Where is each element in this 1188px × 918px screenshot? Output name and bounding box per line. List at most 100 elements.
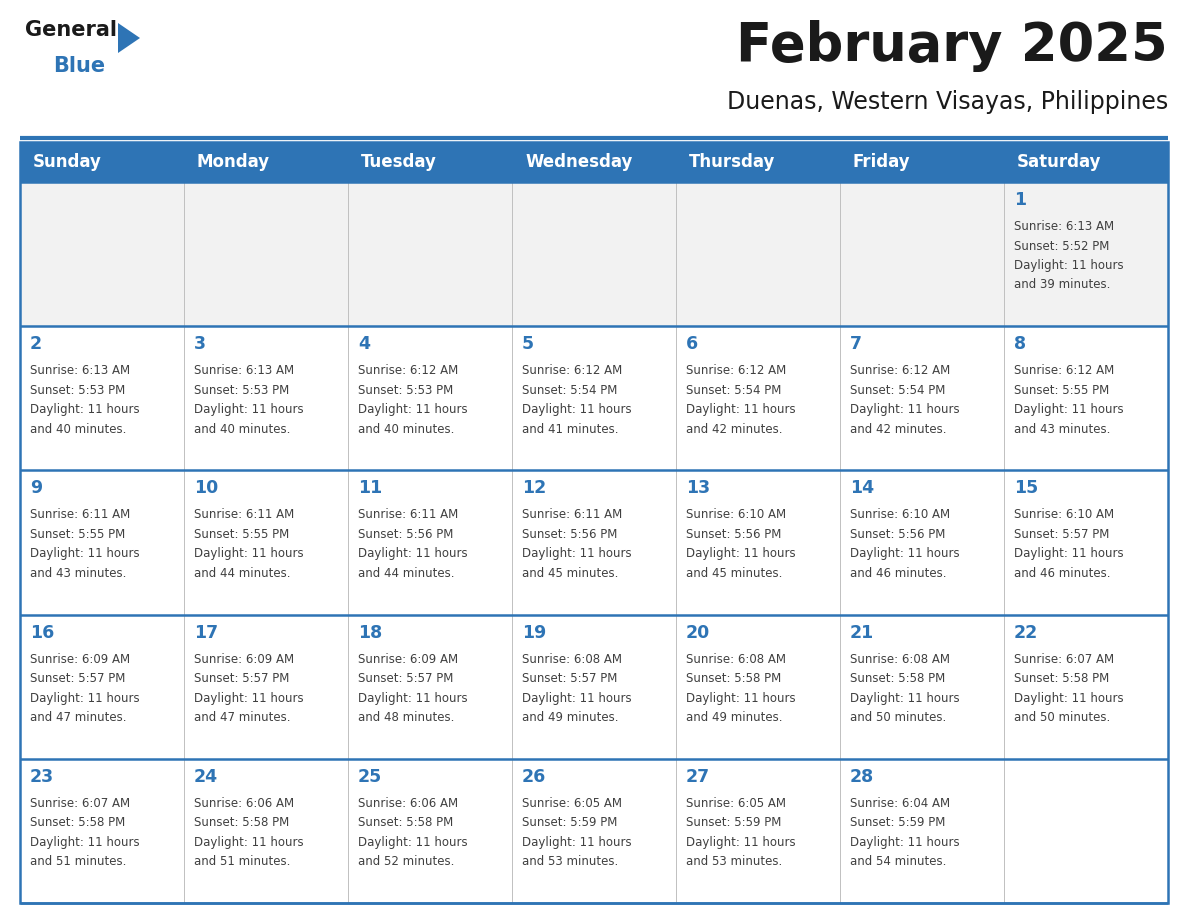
Text: and 40 minutes.: and 40 minutes. xyxy=(194,422,290,436)
Text: 28: 28 xyxy=(849,767,874,786)
Text: Daylight: 11 hours: Daylight: 11 hours xyxy=(30,547,140,560)
Text: Sunday: Sunday xyxy=(33,153,102,171)
Text: Sunrise: 6:08 AM: Sunrise: 6:08 AM xyxy=(522,653,623,666)
Text: Sunrise: 6:09 AM: Sunrise: 6:09 AM xyxy=(194,653,295,666)
Text: Sunset: 5:59 PM: Sunset: 5:59 PM xyxy=(685,816,782,829)
Text: 16: 16 xyxy=(30,623,55,642)
Text: Duenas, Western Visayas, Philippines: Duenas, Western Visayas, Philippines xyxy=(727,90,1168,114)
Text: 5: 5 xyxy=(522,335,535,353)
Text: Sunrise: 6:11 AM: Sunrise: 6:11 AM xyxy=(30,509,131,521)
Text: and 51 minutes.: and 51 minutes. xyxy=(30,856,126,868)
Text: 23: 23 xyxy=(30,767,55,786)
Text: Daylight: 11 hours: Daylight: 11 hours xyxy=(1015,403,1124,416)
Text: Thursday: Thursday xyxy=(689,153,776,171)
Text: Sunrise: 6:07 AM: Sunrise: 6:07 AM xyxy=(30,797,131,810)
Bar xyxy=(20,142,1168,182)
Text: 26: 26 xyxy=(522,767,546,786)
Text: Daylight: 11 hours: Daylight: 11 hours xyxy=(685,835,796,849)
Text: Sunset: 5:57 PM: Sunset: 5:57 PM xyxy=(358,672,454,685)
Text: Daylight: 11 hours: Daylight: 11 hours xyxy=(849,403,960,416)
Text: and 49 minutes.: and 49 minutes. xyxy=(522,711,619,724)
Text: Sunset: 5:53 PM: Sunset: 5:53 PM xyxy=(30,384,125,397)
Text: 27: 27 xyxy=(685,767,710,786)
Text: Daylight: 11 hours: Daylight: 11 hours xyxy=(358,547,468,560)
Text: Tuesday: Tuesday xyxy=(361,153,437,171)
Text: Wednesday: Wednesday xyxy=(525,153,632,171)
Text: Daylight: 11 hours: Daylight: 11 hours xyxy=(1015,547,1124,560)
Text: Daylight: 11 hours: Daylight: 11 hours xyxy=(849,547,960,560)
Text: Saturday: Saturday xyxy=(1017,153,1101,171)
Text: and 49 minutes.: and 49 minutes. xyxy=(685,711,783,724)
Text: Sunset: 5:58 PM: Sunset: 5:58 PM xyxy=(685,672,782,685)
Text: Sunset: 5:58 PM: Sunset: 5:58 PM xyxy=(30,816,125,829)
Text: Sunrise: 6:13 AM: Sunrise: 6:13 AM xyxy=(1015,220,1114,233)
Text: 22: 22 xyxy=(1015,623,1038,642)
Text: and 41 minutes.: and 41 minutes. xyxy=(522,422,619,436)
Text: Sunset: 5:55 PM: Sunset: 5:55 PM xyxy=(1015,384,1110,397)
Text: Friday: Friday xyxy=(853,153,911,171)
Text: 8: 8 xyxy=(1015,335,1026,353)
Text: Daylight: 11 hours: Daylight: 11 hours xyxy=(194,403,304,416)
Text: Sunset: 5:57 PM: Sunset: 5:57 PM xyxy=(194,672,290,685)
Text: Sunrise: 6:09 AM: Sunrise: 6:09 AM xyxy=(358,653,459,666)
Text: Sunset: 5:57 PM: Sunset: 5:57 PM xyxy=(522,672,618,685)
Text: and 46 minutes.: and 46 minutes. xyxy=(849,567,947,580)
Text: and 47 minutes.: and 47 minutes. xyxy=(194,711,291,724)
Text: Monday: Monday xyxy=(197,153,270,171)
Text: Sunset: 5:56 PM: Sunset: 5:56 PM xyxy=(358,528,454,541)
Text: and 50 minutes.: and 50 minutes. xyxy=(1015,711,1111,724)
Text: 3: 3 xyxy=(194,335,206,353)
Text: Sunset: 5:55 PM: Sunset: 5:55 PM xyxy=(194,528,289,541)
Text: Sunset: 5:54 PM: Sunset: 5:54 PM xyxy=(849,384,946,397)
Text: Daylight: 11 hours: Daylight: 11 hours xyxy=(358,691,468,705)
Text: Daylight: 11 hours: Daylight: 11 hours xyxy=(685,403,796,416)
Text: and 42 minutes.: and 42 minutes. xyxy=(849,422,947,436)
Text: and 42 minutes.: and 42 minutes. xyxy=(685,422,783,436)
Bar xyxy=(20,326,1168,470)
Text: Sunset: 5:58 PM: Sunset: 5:58 PM xyxy=(358,816,454,829)
Text: Sunrise: 6:11 AM: Sunrise: 6:11 AM xyxy=(522,509,623,521)
Text: Sunset: 5:53 PM: Sunset: 5:53 PM xyxy=(358,384,454,397)
Text: and 43 minutes.: and 43 minutes. xyxy=(30,567,126,580)
Text: 4: 4 xyxy=(358,335,369,353)
Text: Sunrise: 6:08 AM: Sunrise: 6:08 AM xyxy=(685,653,786,666)
Text: Daylight: 11 hours: Daylight: 11 hours xyxy=(522,547,632,560)
Text: and 53 minutes.: and 53 minutes. xyxy=(685,856,782,868)
Text: Daylight: 11 hours: Daylight: 11 hours xyxy=(522,835,632,849)
Text: 10: 10 xyxy=(194,479,219,498)
Text: and 52 minutes.: and 52 minutes. xyxy=(358,856,454,868)
Text: 9: 9 xyxy=(30,479,42,498)
Text: 25: 25 xyxy=(358,767,383,786)
Text: and 51 minutes.: and 51 minutes. xyxy=(194,856,290,868)
Text: 15: 15 xyxy=(1015,479,1038,498)
Text: and 43 minutes.: and 43 minutes. xyxy=(1015,422,1111,436)
Text: Sunrise: 6:12 AM: Sunrise: 6:12 AM xyxy=(358,364,459,377)
Text: Sunrise: 6:05 AM: Sunrise: 6:05 AM xyxy=(522,797,623,810)
Text: Daylight: 11 hours: Daylight: 11 hours xyxy=(849,835,960,849)
Text: Sunrise: 6:06 AM: Sunrise: 6:06 AM xyxy=(194,797,295,810)
Text: Sunrise: 6:06 AM: Sunrise: 6:06 AM xyxy=(358,797,459,810)
Text: Sunset: 5:54 PM: Sunset: 5:54 PM xyxy=(522,384,618,397)
Text: Daylight: 11 hours: Daylight: 11 hours xyxy=(30,403,140,416)
Bar xyxy=(20,142,1168,903)
Text: Sunset: 5:57 PM: Sunset: 5:57 PM xyxy=(30,672,126,685)
Text: Sunset: 5:54 PM: Sunset: 5:54 PM xyxy=(685,384,782,397)
Text: and 45 minutes.: and 45 minutes. xyxy=(522,567,619,580)
Text: and 47 minutes.: and 47 minutes. xyxy=(30,711,126,724)
Text: Sunset: 5:56 PM: Sunset: 5:56 PM xyxy=(685,528,782,541)
Polygon shape xyxy=(118,23,140,53)
Text: Sunrise: 6:09 AM: Sunrise: 6:09 AM xyxy=(30,653,131,666)
Text: Sunrise: 6:11 AM: Sunrise: 6:11 AM xyxy=(194,509,295,521)
Text: Sunset: 5:53 PM: Sunset: 5:53 PM xyxy=(194,384,289,397)
Text: Sunset: 5:58 PM: Sunset: 5:58 PM xyxy=(1015,672,1110,685)
Text: Daylight: 11 hours: Daylight: 11 hours xyxy=(685,691,796,705)
Text: Sunset: 5:52 PM: Sunset: 5:52 PM xyxy=(1015,240,1110,252)
Text: February 2025: February 2025 xyxy=(737,20,1168,72)
Text: Sunset: 5:59 PM: Sunset: 5:59 PM xyxy=(522,816,618,829)
Text: Sunrise: 6:05 AM: Sunrise: 6:05 AM xyxy=(685,797,786,810)
Text: Sunrise: 6:11 AM: Sunrise: 6:11 AM xyxy=(358,509,459,521)
Text: Daylight: 11 hours: Daylight: 11 hours xyxy=(849,691,960,705)
Text: and 39 minutes.: and 39 minutes. xyxy=(1015,278,1111,292)
Text: 14: 14 xyxy=(849,479,874,498)
Text: General: General xyxy=(25,20,116,40)
